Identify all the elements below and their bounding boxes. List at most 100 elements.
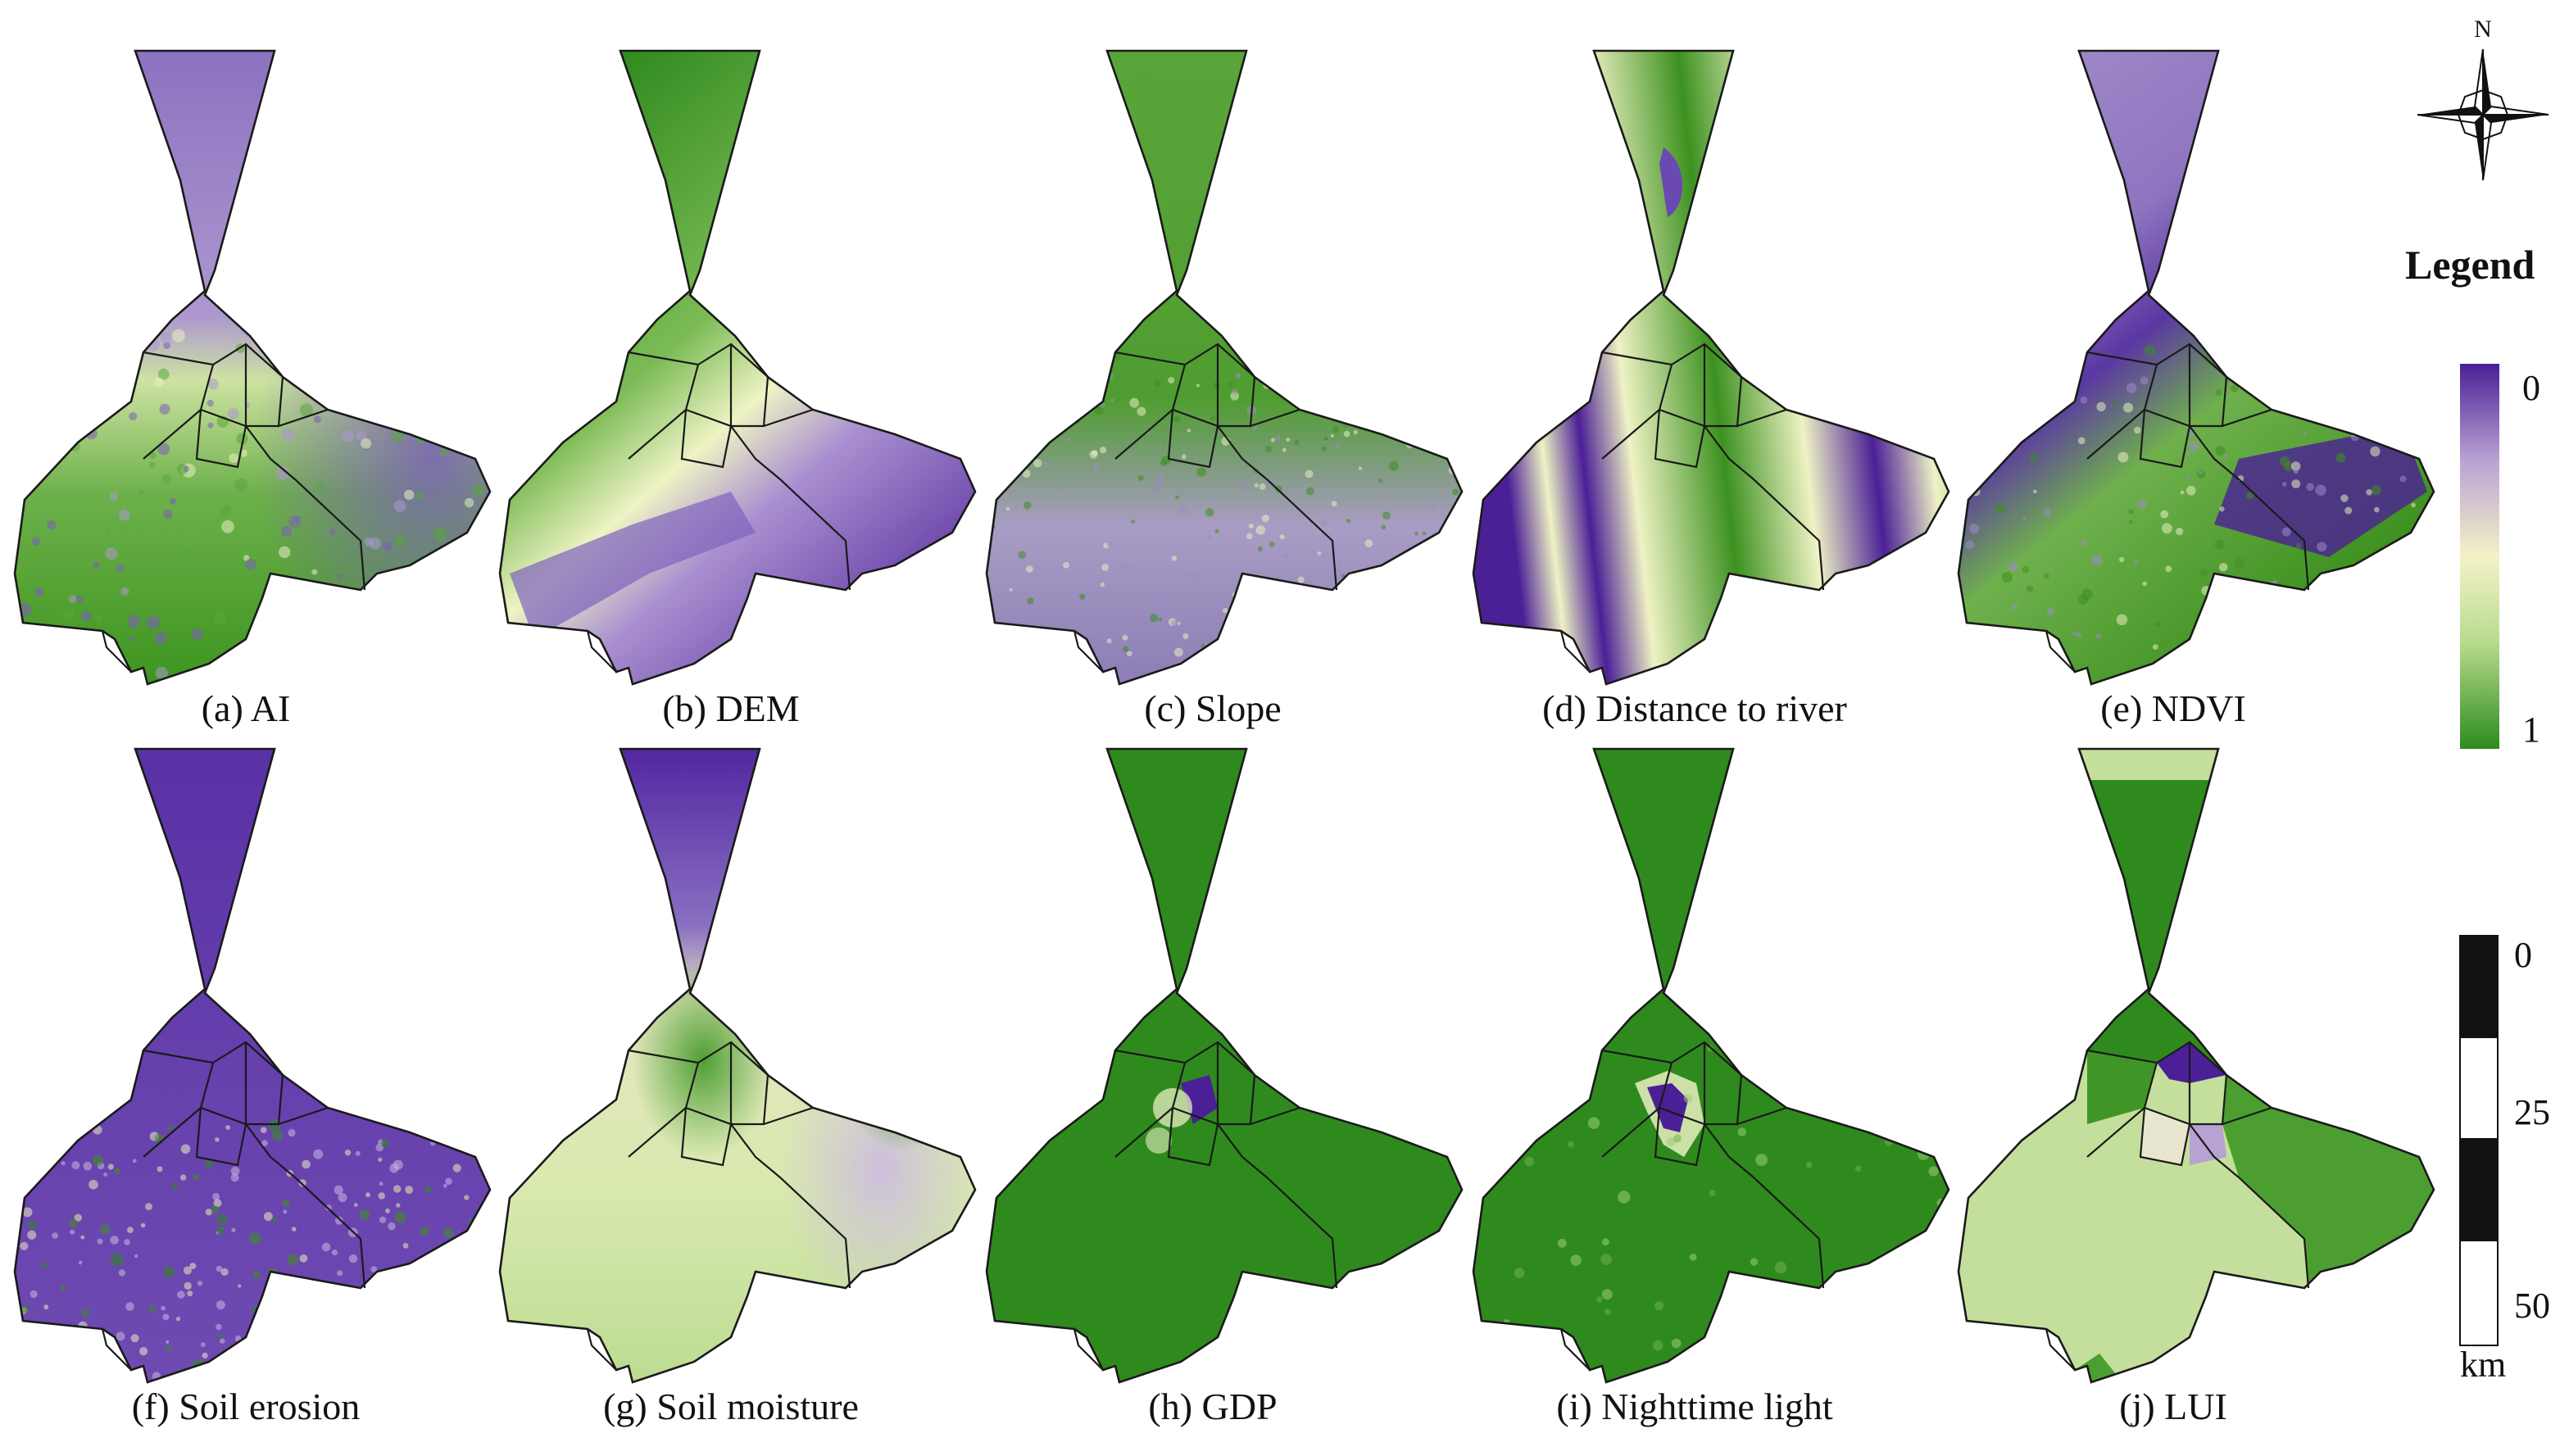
map-raster-j <box>1959 749 2434 1382</box>
raster-speckle <box>1297 576 1305 583</box>
raster-speckle <box>1066 438 1070 442</box>
raster-speckle <box>1030 357 1037 364</box>
map-raster-f <box>15 749 490 1382</box>
raster-speckle <box>420 1226 430 1236</box>
raster-speckle <box>1131 519 1136 524</box>
raster-speckle <box>1928 1166 1939 1177</box>
raster-speckle <box>1969 423 1980 433</box>
raster-speckle <box>1286 438 1291 442</box>
district-boundary <box>101 630 132 673</box>
raster-speckle <box>336 598 346 608</box>
raster-speckle <box>270 1345 279 1354</box>
raster-speckle <box>432 1261 442 1271</box>
district-boundary <box>195 1107 247 1167</box>
raster-speckle <box>2132 273 2140 281</box>
map-raster-a <box>15 51 490 684</box>
raster-speckle <box>1724 1313 1737 1327</box>
raster-speckle <box>177 1290 185 1299</box>
raster-speckle <box>1755 1154 1768 1167</box>
raster-speckle <box>280 1288 290 1298</box>
raster-speckle <box>44 379 53 388</box>
caption-a: (a) AI <box>202 687 291 729</box>
raster-speckle <box>1602 1238 1609 1246</box>
raster-speckle <box>428 651 436 659</box>
raster-speckle <box>1557 1238 1567 1248</box>
raster-speckle <box>1568 1141 1574 1148</box>
raster-speckle <box>374 596 387 608</box>
raster-speckle <box>2396 320 2401 324</box>
raster-speckle <box>1246 533 1253 540</box>
raster-speckle <box>1418 343 1425 350</box>
raster-speckle <box>2414 614 2426 625</box>
raster-speckle <box>145 1203 152 1210</box>
district-boundary <box>2086 342 2227 378</box>
raster-speckle <box>1259 483 1266 490</box>
raster-speckle <box>1019 373 1028 383</box>
raster-speckle <box>231 1227 236 1232</box>
raster-speckle <box>2080 396 2088 404</box>
raster-speckle <box>277 315 293 331</box>
district-boundary <box>680 409 733 469</box>
raster-speckle <box>474 394 481 401</box>
raster-speckle <box>388 1222 396 1231</box>
raster-speckle <box>45 314 55 324</box>
raster-speckle <box>2291 383 2299 391</box>
raster-speckle <box>120 587 129 596</box>
raster-speckle <box>2225 628 2234 637</box>
raster-speckle <box>2413 593 2424 604</box>
raster-speckle <box>380 1139 389 1148</box>
raster-speckle <box>1321 519 1328 526</box>
raster-speckle <box>113 384 127 398</box>
raster-speckle <box>1129 397 1140 408</box>
raster-speckle <box>408 386 422 400</box>
raster-speckle <box>1196 383 1201 388</box>
raster-speckle <box>47 520 57 530</box>
raster-speckle <box>2285 291 2297 303</box>
raster-speckle <box>1123 646 1129 653</box>
raster-speckle <box>445 1313 452 1321</box>
raster-speckle <box>2301 310 2306 315</box>
raster-speckle <box>117 1370 125 1377</box>
raster-speckle <box>1968 313 1975 320</box>
raster-speckle <box>370 1300 380 1310</box>
raster-speckle <box>89 331 102 345</box>
raster-speckle <box>197 1281 203 1286</box>
raster-speckle <box>2261 592 2269 601</box>
raster-speckle <box>334 1185 343 1195</box>
raster-speckle <box>411 1344 418 1351</box>
raster-speckle <box>1330 433 1334 438</box>
raster-speckle <box>109 492 119 501</box>
caption-f: (f) Soil erosion <box>132 1386 361 1427</box>
district-boundary <box>685 408 851 591</box>
raster-speckle <box>1055 351 1060 355</box>
district-boundary <box>2222 1106 2272 1126</box>
raster-speckle <box>2260 652 2272 664</box>
raster-speckle <box>1988 331 1997 341</box>
raster-speckle <box>2144 344 2156 356</box>
raster-speckle <box>317 1325 324 1331</box>
raster-speckle <box>1381 524 1387 530</box>
raster-speckle <box>2231 384 2239 392</box>
raster-speckle <box>2374 506 2380 513</box>
raster-speckle <box>157 442 170 456</box>
raster-speckle <box>1256 587 1263 594</box>
raster-speckle <box>2077 437 2086 445</box>
raster-speckle <box>1376 637 1385 646</box>
raster-speckle <box>2295 542 2301 548</box>
raster-speckle <box>2282 482 2287 487</box>
raster-speckle <box>1416 392 1423 397</box>
raster-speckle <box>1266 477 1273 484</box>
raster-speckle <box>20 1241 29 1250</box>
raster-speckle <box>336 661 350 675</box>
district-boundary <box>763 1106 814 1126</box>
raster-speckle <box>2335 452 2346 463</box>
raster-speckle <box>1433 546 1443 556</box>
raster-speckle <box>124 1239 130 1245</box>
raster-speckle <box>132 1159 137 1163</box>
raster-speckle <box>2184 664 2190 670</box>
raster-speckle <box>472 483 484 496</box>
raster-speckle <box>443 1183 447 1188</box>
raster-speckle <box>1618 1191 1631 1204</box>
raster-speckle <box>29 342 43 356</box>
raster-speckle <box>2224 454 2228 458</box>
